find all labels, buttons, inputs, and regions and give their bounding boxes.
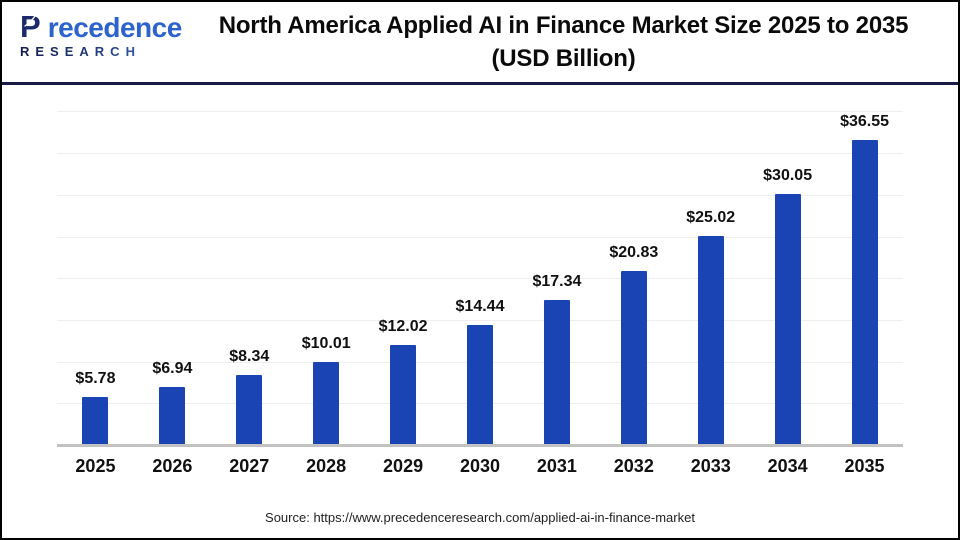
- x-axis-label-2034: 2034: [767, 456, 808, 476]
- bar-value-label-2030: $14.44: [455, 297, 505, 315]
- logo-brand-text: P recedence: [20, 9, 190, 44]
- source-text: Source: https://www.precedenceresearch.c…: [265, 510, 695, 525]
- bar-2025: [82, 396, 109, 445]
- x-axis-label-2026: 2026: [152, 456, 193, 476]
- page-title-line2: (USD Billion): [491, 45, 636, 72]
- bar-2034: [774, 194, 801, 445]
- bar-2030: [467, 324, 493, 445]
- gridline-30: [57, 194, 903, 196]
- bar-value-label-2029: $12.02: [378, 317, 428, 335]
- logo-brand-rest: recedence: [47, 12, 183, 43]
- bar-value-label-2028: $10.01: [301, 334, 351, 352]
- x-axis-line: [57, 444, 903, 447]
- logo-research-text: RESEARCH: [20, 44, 190, 59]
- gridline-40: [57, 111, 903, 113]
- bar-value-label-2034: $30.05: [763, 167, 813, 185]
- gridline-35: [57, 153, 903, 155]
- bar-value-label-2033: $25.02: [686, 209, 736, 227]
- bar-2033: [697, 236, 724, 445]
- bar-2032: [620, 271, 647, 445]
- x-axis-label-2032: 2032: [613, 456, 654, 476]
- x-axis-label-2030: 2030: [459, 456, 501, 476]
- x-axis-label-2035: 2035: [844, 456, 885, 476]
- bar-2027: [236, 375, 263, 445]
- logo-leaf-p-icon: P: [20, 9, 40, 44]
- bar-2029: [390, 344, 417, 445]
- gridline-15: [57, 319, 903, 321]
- x-axis-label-2025: 2025: [75, 456, 116, 476]
- page-title-line1: North America Applied AI in Finance Mark…: [218, 12, 909, 39]
- page-title: North America Applied AI in Finance Mark…: [177, 9, 950, 75]
- x-axis-label-2027: 2027: [229, 456, 270, 476]
- x-axis-label-2033: 2033: [690, 456, 731, 476]
- bar-value-label-2032: $20.83: [609, 244, 659, 262]
- x-axis-label-2029: 2029: [383, 456, 424, 476]
- bar-value-label-2027: $8.34: [229, 348, 270, 366]
- bar-2026: [159, 387, 186, 445]
- bar-chart: $5.78 2025 $6.94 2026 $8.34 2027 $10.01 2028 $12…: [2, 85, 958, 538]
- bar-2035: [851, 140, 878, 445]
- bar-value-label-2026: $6.94: [152, 360, 193, 378]
- bar-value-label-2035: $36.55: [840, 113, 889, 131]
- x-axis-label-2028: 2028: [306, 456, 347, 476]
- bar-value-label-2025: $5.78: [75, 369, 116, 387]
- bar-2031: [543, 300, 570, 445]
- header: P recedence RESEARCH North America Appli…: [2, 2, 958, 85]
- gridline-20: [57, 278, 903, 280]
- bar-2028: [313, 361, 340, 445]
- x-axis-label-2031: 2031: [536, 456, 577, 476]
- logo: P recedence RESEARCH: [20, 9, 190, 59]
- bar-value-label-2031: $17.34: [532, 273, 582, 291]
- gridline-25: [57, 236, 903, 238]
